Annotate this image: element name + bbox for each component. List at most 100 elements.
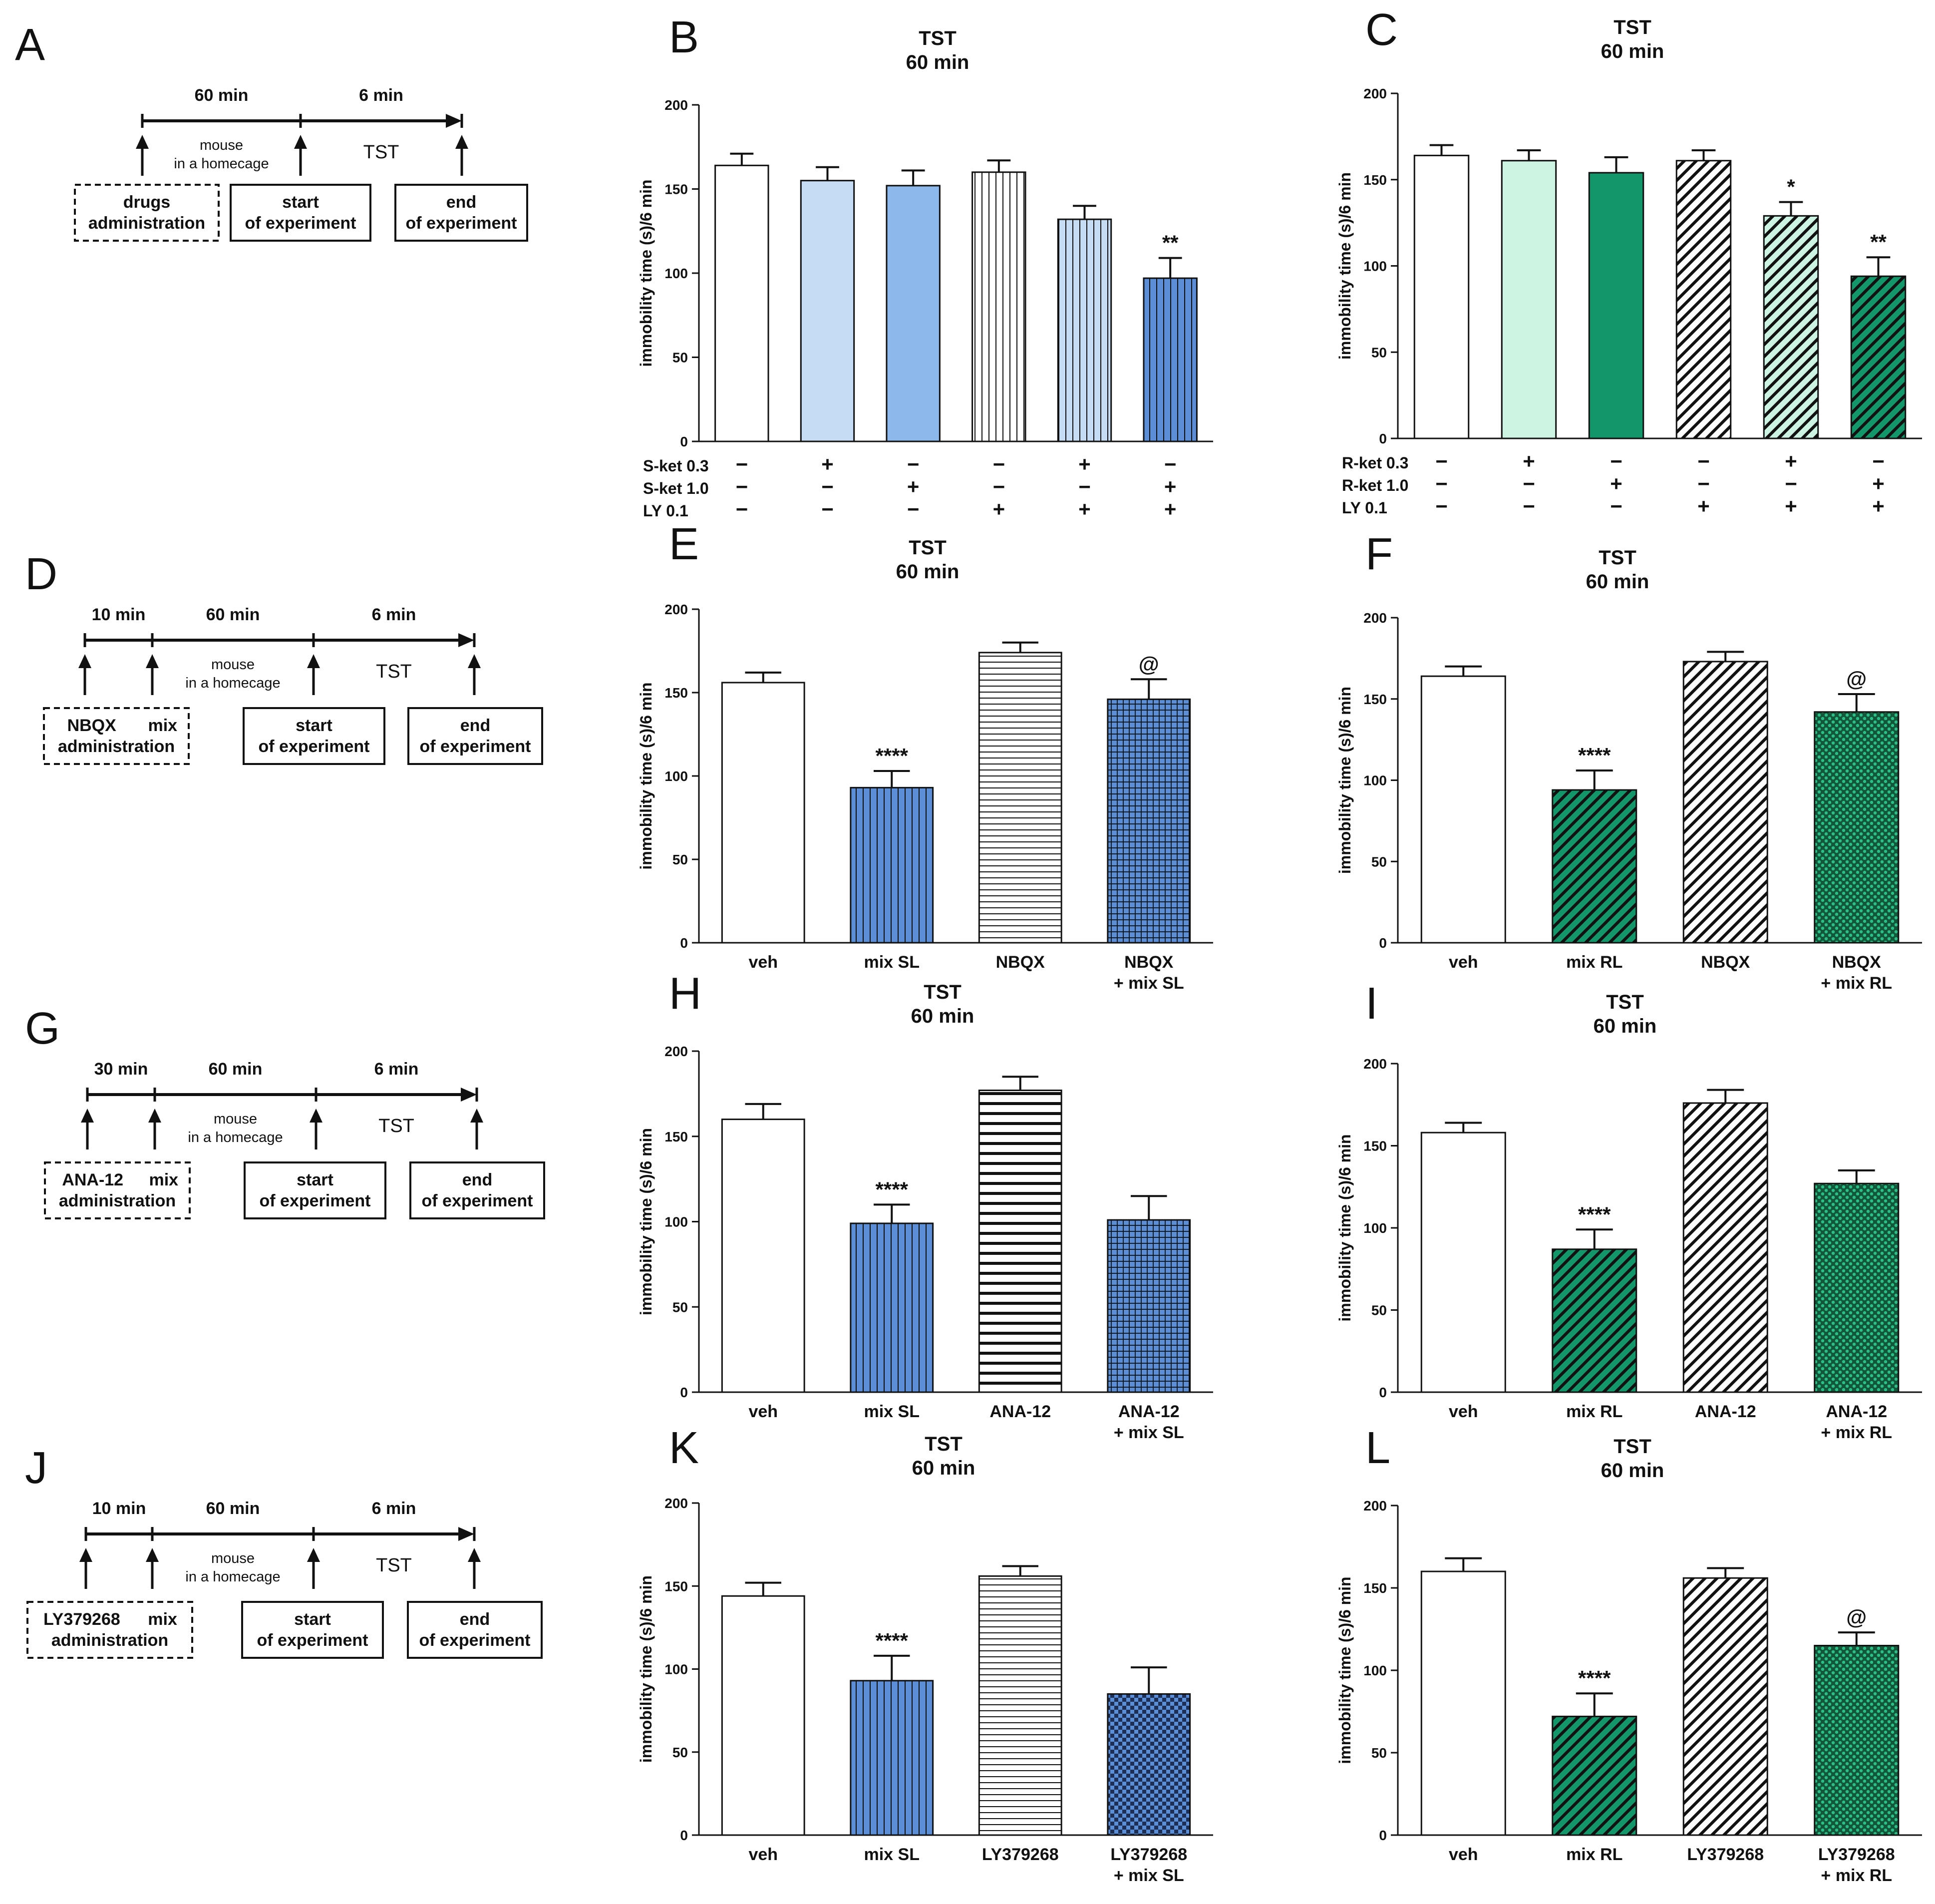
category-label: ANA-12 [1118,1402,1180,1421]
box-text: of experiment [420,737,531,756]
event-arrowhead [81,1109,94,1123]
note-line: mouse [214,1111,257,1127]
category-label: veh [1449,953,1478,972]
end-box [407,1601,543,1659]
segment-label: 10 min [92,605,146,624]
segment-label: 30 min [94,1060,148,1079]
y-tick-label: 200 [664,97,688,113]
bar [1413,154,1470,439]
significance-label: @ [1846,1605,1867,1629]
bar [1107,1219,1191,1393]
panel-letter: H [669,969,701,1019]
sign: − [1610,449,1622,473]
segment-label: 6 min [359,86,403,105]
segment-label: 6 min [372,1499,416,1518]
bar [978,652,1062,944]
event-arrowhead [294,135,307,149]
sign-row-label: S-ket 0.3 [643,457,709,475]
event-arrowhead [78,654,91,668]
category-label: mix SL [864,1845,920,1864]
significance-label: **** [1578,1202,1611,1226]
sign: − [1697,449,1710,473]
box-text: end [462,1170,492,1189]
test-label: TST [376,1555,412,1576]
bar [1420,1132,1506,1393]
category-label: ANA-12 [989,1402,1051,1421]
y-tick-label: 0 [680,1385,688,1400]
category-label: veh [748,953,778,972]
panel-letter: L [1365,1423,1390,1473]
significance-label: **** [876,1177,909,1201]
sign: − [993,475,1005,498]
sign: − [1523,472,1535,495]
category-label: LY379268 [982,1845,1059,1864]
y-tick-label: 100 [664,1662,688,1677]
bar [1682,1577,1768,1836]
box-text: administration [88,214,205,233]
sign: + [1785,449,1797,473]
sign: − [907,497,920,521]
y-tick-label: 200 [1363,610,1387,626]
y-tick-label: 0 [680,1828,688,1843]
bar [1682,661,1768,944]
category-label: + mix SL [1114,1866,1184,1885]
sign: − [907,452,920,476]
bar [1143,277,1198,442]
box-text: of experiment [257,1631,368,1650]
box-text: end [446,193,476,212]
event-arrowhead [307,654,320,668]
sign: + [1697,494,1710,518]
bar [1814,711,1900,944]
bar [1420,1570,1506,1836]
event-arrowhead [468,1548,481,1562]
panel-letter: B [669,12,699,62]
sign: − [1523,494,1535,518]
bar [850,1680,934,1836]
start-box [243,707,385,765]
chart-subtitle: 60 min [912,1457,975,1479]
bar [971,171,1026,442]
sign: − [736,475,748,498]
segment-label: 6 min [372,605,416,624]
panel-letter: D [25,549,57,599]
y-tick-label: 50 [672,350,688,366]
y-tick-label: 0 [1379,935,1387,951]
segment-label: 60 min [206,605,260,624]
box-text: of experiment [406,214,517,233]
timeline-D: D 10 min 60 min 6 min mouse in a homecage TST N… [25,549,543,765]
chart-title: TST [1613,16,1651,38]
chart-title: TST [924,981,962,1003]
y-tick-label: 200 [664,602,688,617]
sign: − [1164,452,1177,476]
box-text: of experiment [422,1191,533,1210]
bar [978,1090,1062,1393]
timeline-J: J 10 min 60 min 6 min mouse in a homecage TST L… [25,1443,543,1659]
event-arrowhead [470,1109,483,1123]
note-line: mouse [211,657,255,673]
sign: + [1872,494,1885,518]
event-arrowhead [468,654,481,668]
y-tick-label: 0 [1379,1828,1387,1843]
bar [1814,1645,1900,1836]
chart-subtitle: 60 min [1601,40,1664,62]
bar [1588,172,1644,439]
category-label: LY379268 [1687,1845,1764,1864]
category-label: veh [1449,1845,1478,1864]
event-arrowhead [310,1109,322,1123]
bar [1501,160,1557,439]
panel-letter: J [25,1443,47,1493]
box-text: of experiment [259,737,370,756]
y-tick-label: 100 [664,1214,688,1230]
sign: − [1697,472,1710,495]
test-label: TST [363,142,399,163]
category-label: NBQX [1832,953,1882,972]
chart-subtitle: 60 min [1586,571,1649,593]
box-text: administration [59,1191,176,1210]
bar [1763,215,1819,439]
y-tick-label: 50 [1371,1745,1387,1761]
chart-subtitle: 60 min [896,561,960,583]
y-tick-label: 100 [664,266,688,281]
sign-row-label: R-ket 0.3 [1342,454,1408,472]
